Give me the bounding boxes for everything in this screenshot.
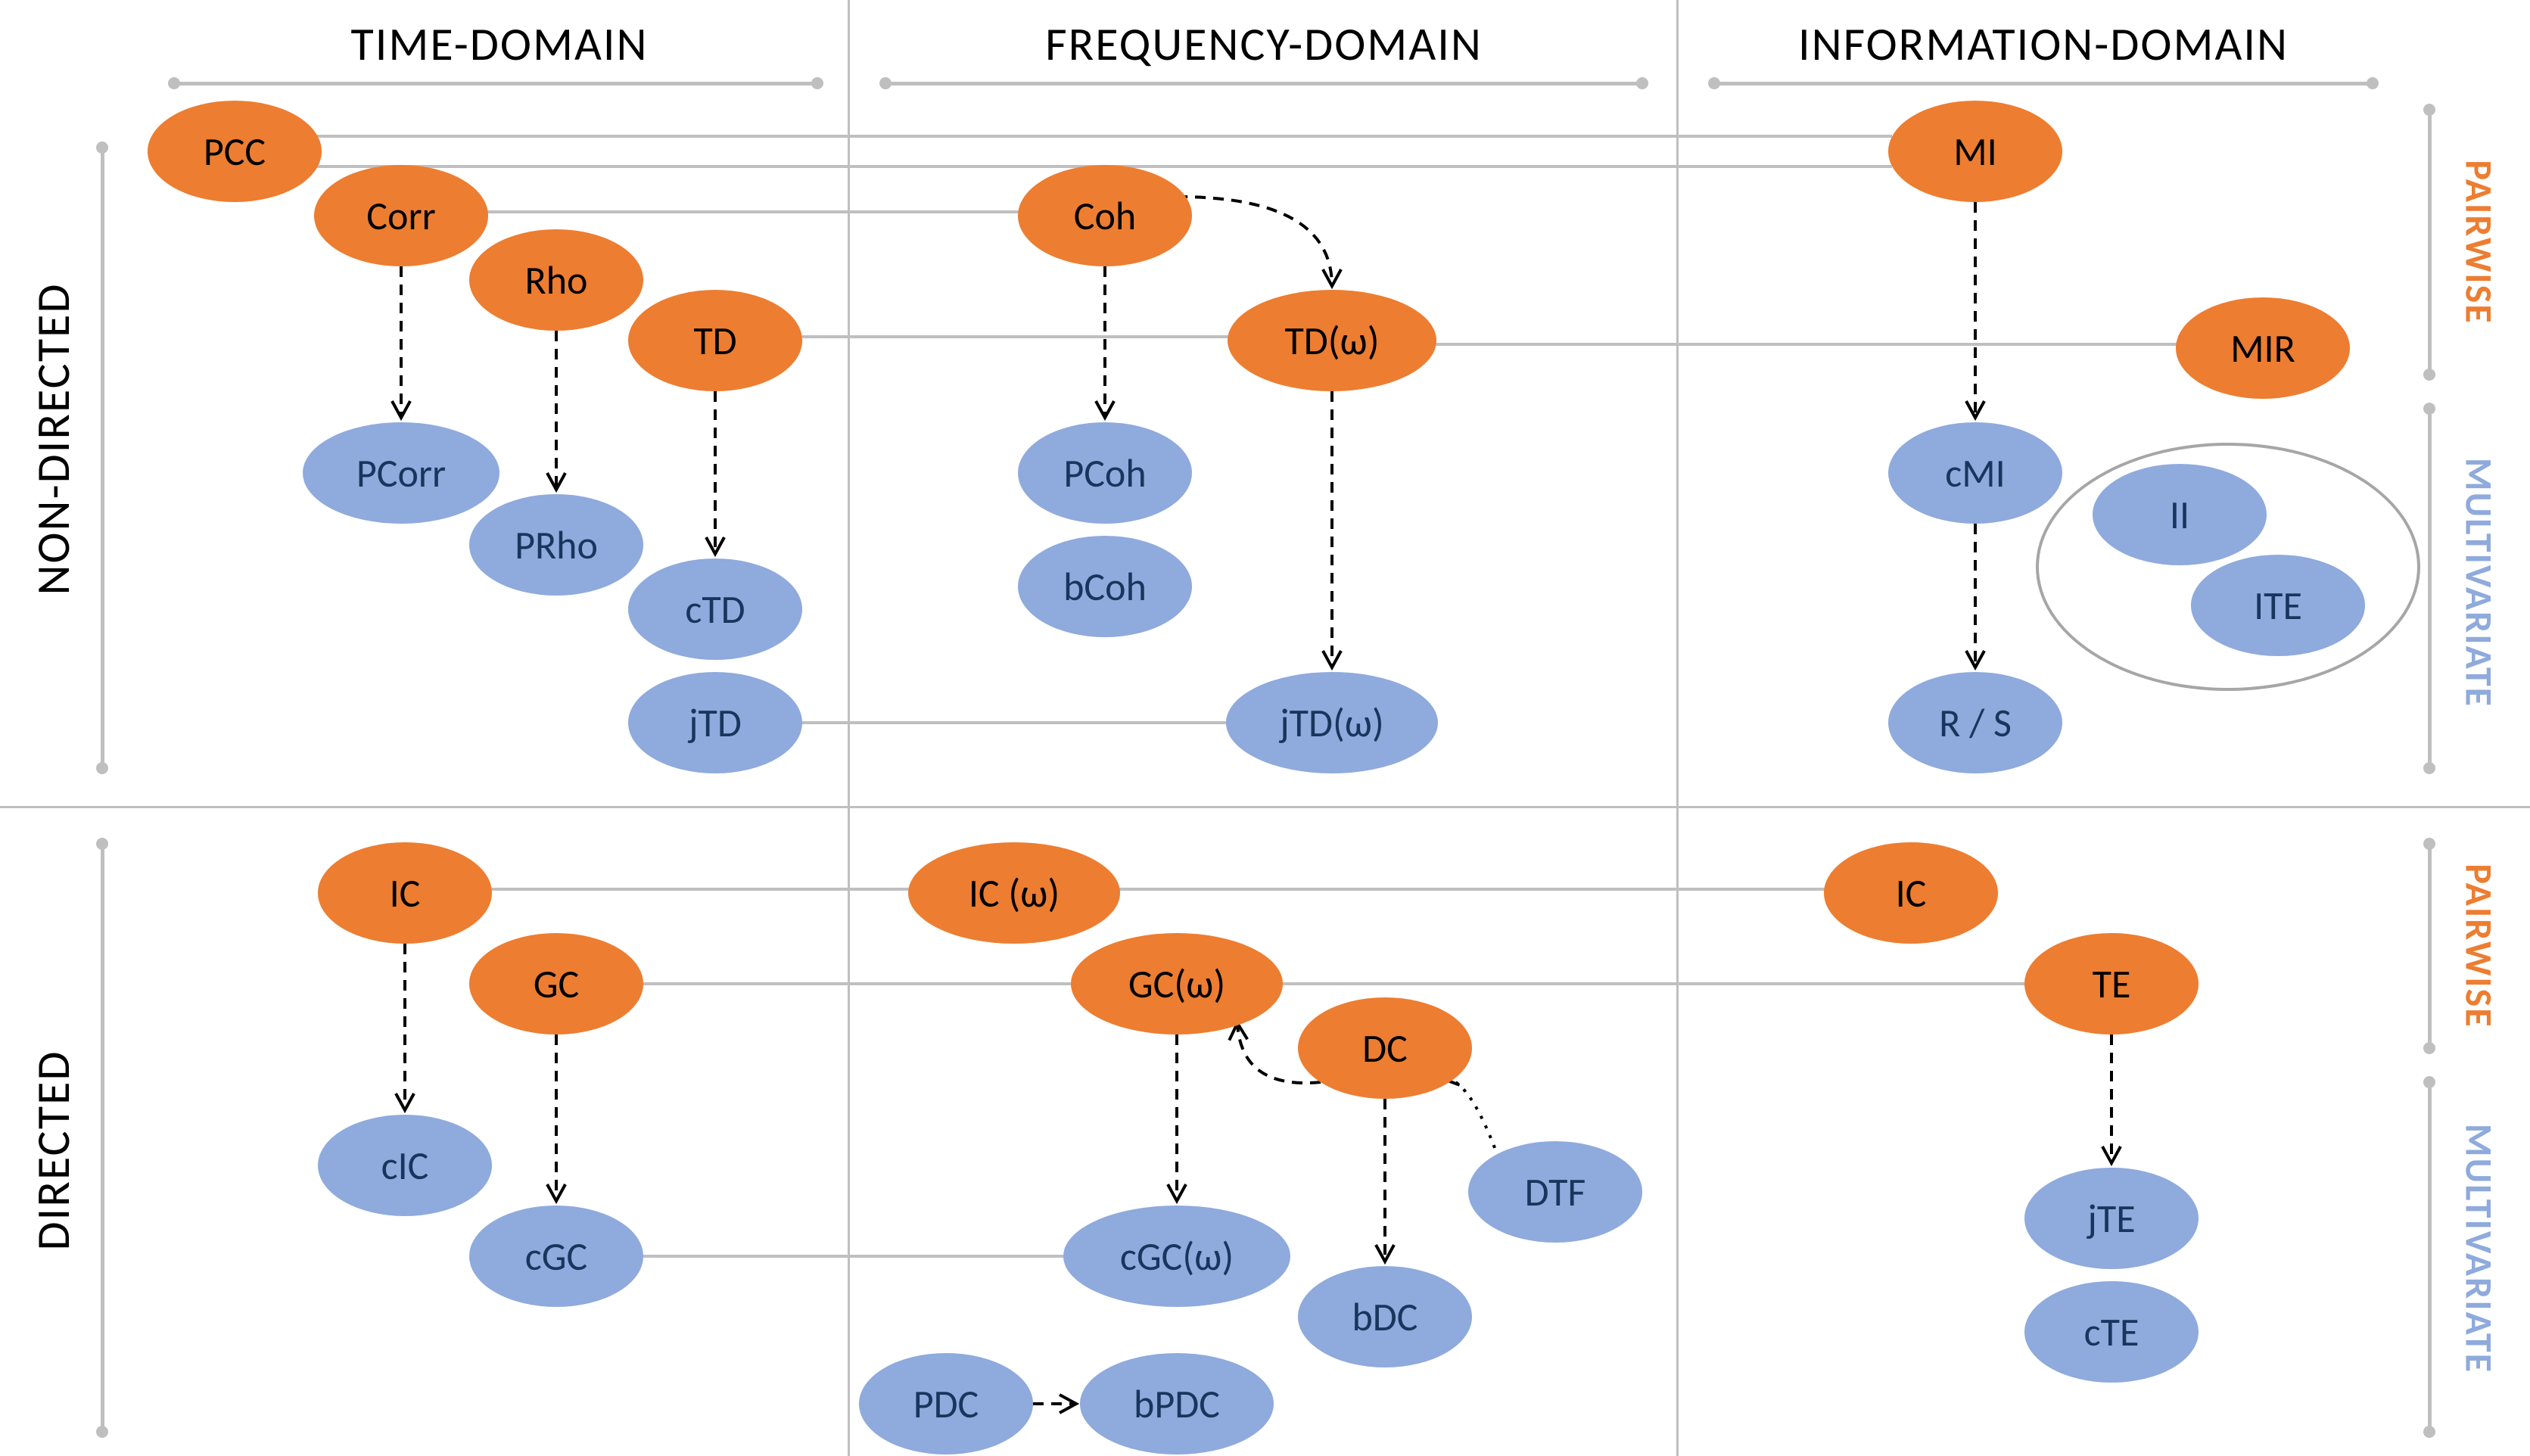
bracket-cap bbox=[96, 762, 108, 774]
connector-line bbox=[798, 721, 1234, 724]
row-label-directed: DIRECTED bbox=[24, 1050, 82, 1251]
column-divider bbox=[1676, 0, 1679, 1456]
node-jtd_w: jTD(ω) bbox=[1226, 672, 1438, 773]
side-label-pairwise: PAIRWISE bbox=[2456, 863, 2502, 1028]
node-cmi: cMI bbox=[1888, 422, 2062, 524]
bracket-cap bbox=[2423, 762, 2435, 774]
node-gc: GC bbox=[469, 933, 643, 1034]
side-label-multivariate: MULTIVARIATE bbox=[2456, 458, 2502, 708]
column-header-frequency: FREQUENCY-DOMAIN bbox=[1045, 15, 1483, 73]
node-ctd: cTD bbox=[628, 558, 802, 660]
bracket-cap bbox=[168, 77, 180, 89]
node-cgc: cGC bbox=[469, 1206, 643, 1307]
arrow bbox=[1442, 1078, 1498, 1158]
node-mir: MIR bbox=[2176, 297, 2350, 399]
node-pdc: PDC bbox=[859, 1353, 1033, 1454]
bracket bbox=[101, 148, 104, 768]
bracket bbox=[885, 82, 1642, 86]
bracket bbox=[2428, 1082, 2432, 1432]
node-pcc: PCC bbox=[148, 101, 322, 202]
bracket-cap bbox=[96, 1426, 108, 1438]
bracket-cap bbox=[811, 77, 823, 89]
bracket bbox=[2428, 409, 2432, 768]
bracket bbox=[174, 82, 817, 86]
node-dtf: DTF bbox=[1468, 1141, 1642, 1243]
node-td: TD bbox=[628, 290, 802, 391]
bracket-cap bbox=[2423, 403, 2435, 415]
node-ii: II bbox=[2093, 464, 2267, 565]
connector-line bbox=[636, 1255, 1071, 1258]
node-bcoh: bCoh bbox=[1018, 536, 1192, 637]
connector-line bbox=[484, 888, 1828, 891]
node-cgc_w: cGC(ω) bbox=[1063, 1206, 1290, 1307]
bracket-cap bbox=[1708, 77, 1720, 89]
bracket-cap bbox=[2423, 838, 2435, 850]
connector-line bbox=[299, 135, 1892, 138]
node-jte: jTE bbox=[2024, 1168, 2199, 1269]
row-divider bbox=[0, 806, 2530, 808]
node-bpdc: bPDC bbox=[1080, 1353, 1274, 1454]
bracket-cap bbox=[2423, 1426, 2435, 1438]
bracket-cap bbox=[2423, 104, 2435, 116]
bracket bbox=[2428, 844, 2432, 1048]
side-label-pairwise: PAIRWISE bbox=[2456, 160, 2502, 324]
node-prho: PRho bbox=[469, 494, 643, 596]
node-mi: MI bbox=[1888, 101, 2062, 202]
column-divider bbox=[848, 0, 850, 1456]
node-te: TE bbox=[2024, 933, 2199, 1034]
node-td_w: TD(ω) bbox=[1228, 290, 1436, 391]
node-ic: IC bbox=[318, 842, 492, 944]
node-rs: R / S bbox=[1888, 672, 2062, 773]
node-ic_w: IC (ω) bbox=[908, 842, 1120, 944]
row-label-non-directed: NON-DIRECTED bbox=[24, 282, 82, 595]
arrow bbox=[1177, 197, 1332, 286]
node-ic2: IC bbox=[1824, 842, 1998, 944]
column-header-time: TIME-DOMAIN bbox=[350, 15, 648, 73]
connector-line bbox=[477, 210, 1029, 213]
bracket bbox=[1714, 82, 2373, 86]
column-header-information: INFORMATION-DOMAIN bbox=[1798, 15, 2289, 73]
bracket bbox=[2428, 110, 2432, 375]
bracket-cap bbox=[2423, 1076, 2435, 1088]
node-corr: Corr bbox=[314, 165, 488, 266]
node-dc: DC bbox=[1298, 997, 1472, 1099]
bracket-cap bbox=[96, 838, 108, 850]
node-gc_w: GC(ω) bbox=[1071, 933, 1283, 1034]
bracket bbox=[101, 844, 104, 1432]
side-label-multivariate: MULTIVARIATE bbox=[2456, 1124, 2502, 1374]
node-rho: Rho bbox=[469, 229, 643, 331]
connector-line bbox=[636, 982, 2028, 985]
node-cic: cIC bbox=[318, 1115, 492, 1216]
node-pcoh: PCoh bbox=[1018, 422, 1192, 524]
node-ite: ITE bbox=[2191, 555, 2365, 656]
bracket-cap bbox=[1636, 77, 1648, 89]
node-pcorr: PCorr bbox=[303, 422, 499, 524]
node-cte: cTE bbox=[2024, 1281, 2199, 1383]
bracket-cap bbox=[96, 142, 108, 154]
bracket-cap bbox=[879, 77, 892, 89]
node-bdc: bDC bbox=[1298, 1266, 1472, 1367]
connector-line bbox=[1423, 343, 2180, 346]
connector-line bbox=[795, 335, 1237, 338]
node-coh: Coh bbox=[1018, 165, 1192, 266]
node-jtd: jTD bbox=[628, 672, 802, 773]
bracket-cap bbox=[2423, 1042, 2435, 1054]
bracket-cap bbox=[2423, 369, 2435, 381]
bracket-cap bbox=[2367, 77, 2379, 89]
